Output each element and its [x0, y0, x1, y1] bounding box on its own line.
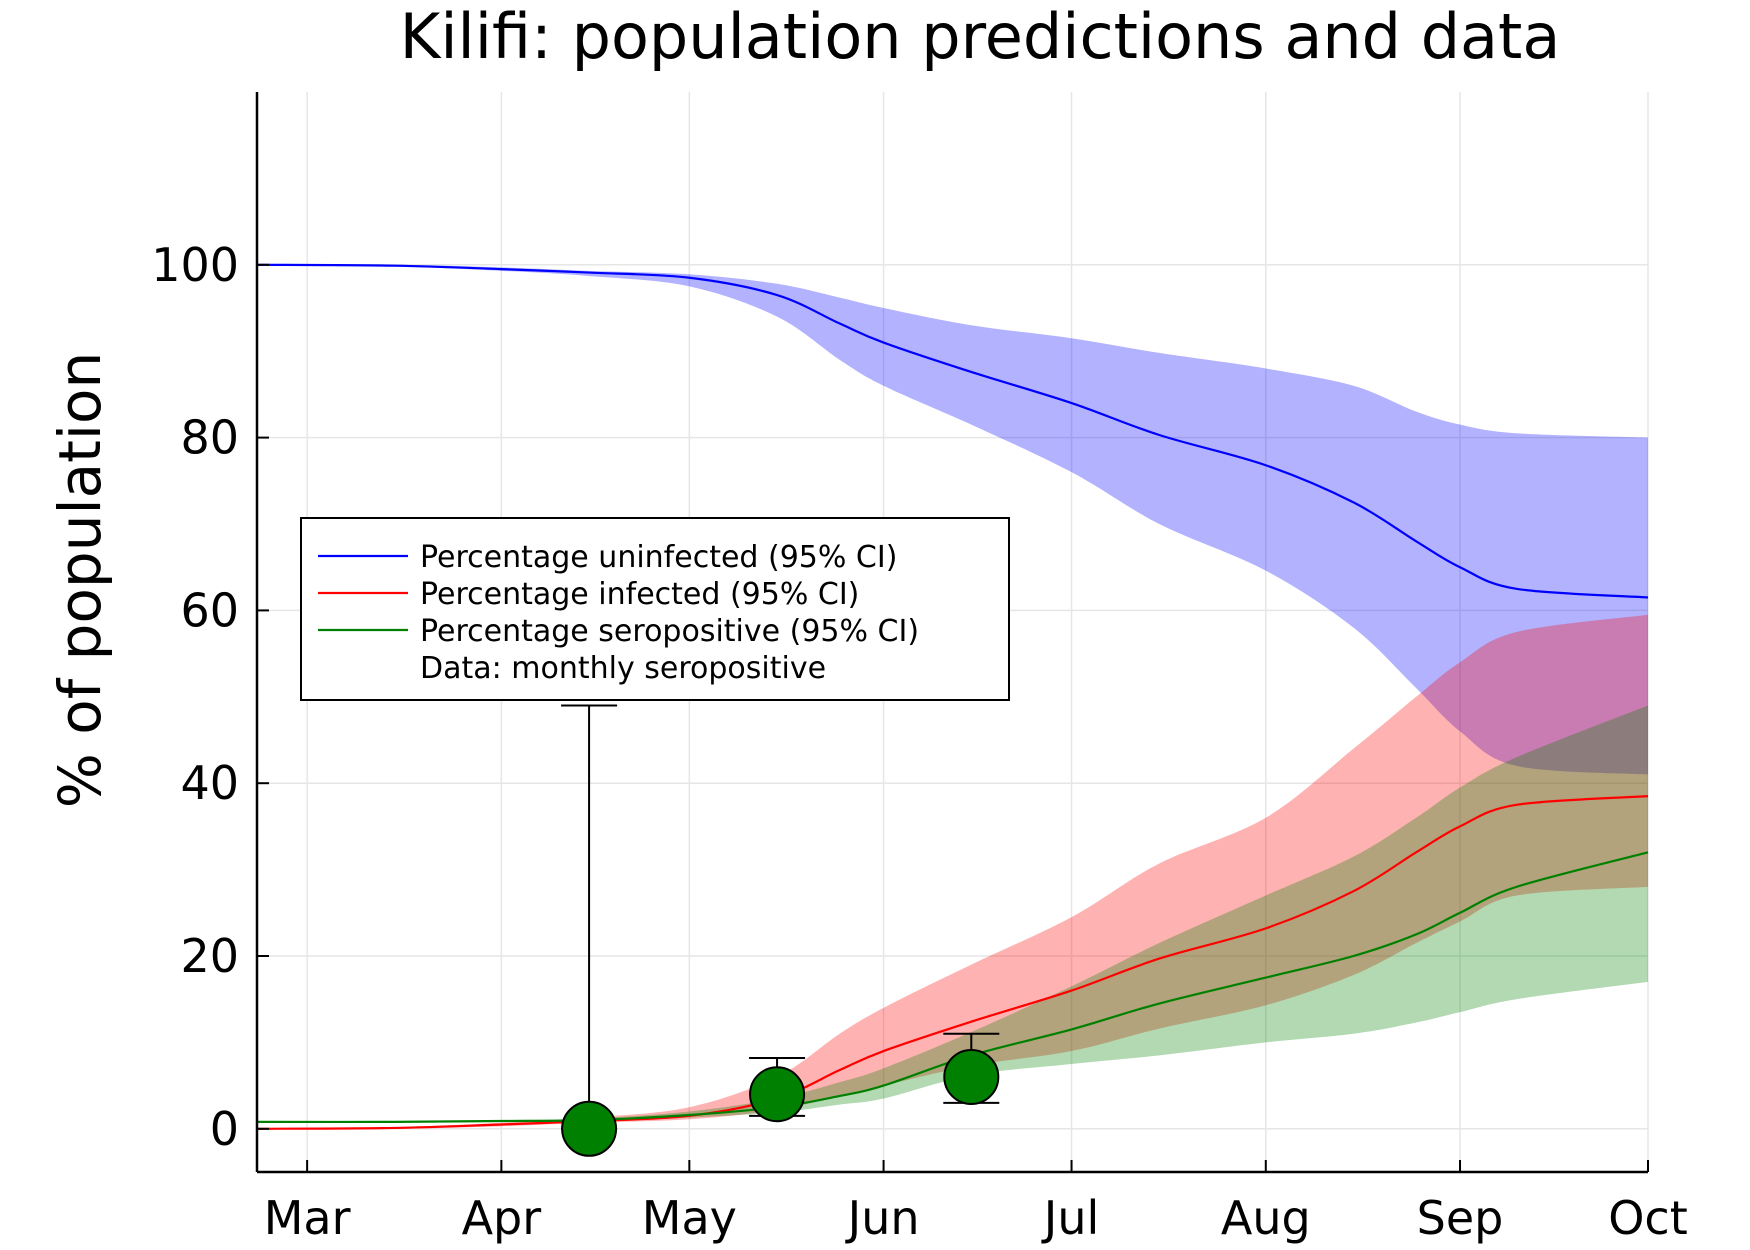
x-tick-label-jun: Jun [845, 1191, 920, 1245]
y-tick-label: 80 [180, 411, 239, 465]
band-percentage-uninfected-95-ci [257, 264, 1648, 775]
y-tick-label: 60 [180, 583, 239, 637]
y-tick-label: 0 [210, 1102, 239, 1156]
x-tick-label-oct: Oct [1608, 1191, 1688, 1245]
band-percentage-infected-95-ci [257, 614, 1648, 1129]
y-axis-label: % of population [46, 352, 114, 809]
x-tick-label-apr: Apr [462, 1191, 542, 1245]
legend-box [300, 517, 1010, 701]
y-tick-label: 100 [151, 238, 239, 292]
grid [257, 92, 1649, 1172]
legend: Percentage uninfected (95% CI)Percentage… [300, 517, 1010, 701]
line-percentage-infected-95-ci [256, 795, 1649, 1130]
chart-title: Kilifi: population predictions and data [400, 0, 1561, 73]
y-tick-label: 20 [180, 929, 239, 983]
legend-label-percentage-uninfected-95-ci: Percentage uninfected (95% CI) [420, 540, 897, 575]
line-percentage-uninfected-95-ci [256, 263, 1649, 599]
legend-label-percentage-infected-95-ci: Percentage infected (95% CI) [420, 577, 859, 612]
band-percentage-seropositive-95-ci [257, 705, 1648, 1122]
x-tick-label-sep: Sep [1417, 1191, 1504, 1245]
data-point-seropositive [561, 1100, 618, 1157]
data-point-seropositive [943, 1048, 1000, 1105]
x-tick-label-mar: Mar [264, 1191, 351, 1245]
axes [255, 92, 1649, 1174]
y-tick-label: 40 [180, 756, 239, 810]
confidence-bands [257, 264, 1648, 1129]
x-tick-label-may: May [642, 1191, 737, 1245]
x-tick-label-jul: Jul [1041, 1191, 1100, 1245]
x-tick-label-aug: Aug [1221, 1191, 1311, 1245]
legend-label-percentage-seropositive-95-ci: Percentage seropositive (95% CI) [420, 614, 919, 649]
data-point-seropositive [749, 1066, 806, 1123]
tick-labels: 0 20 40 60 80 100 Mar Apr May Jun Jul Aug Sep Oct [151, 238, 1688, 1245]
legend-label-data-monthly-seropositive: Data: monthly seropositive [420, 651, 826, 686]
data-points [561, 1048, 1000, 1157]
